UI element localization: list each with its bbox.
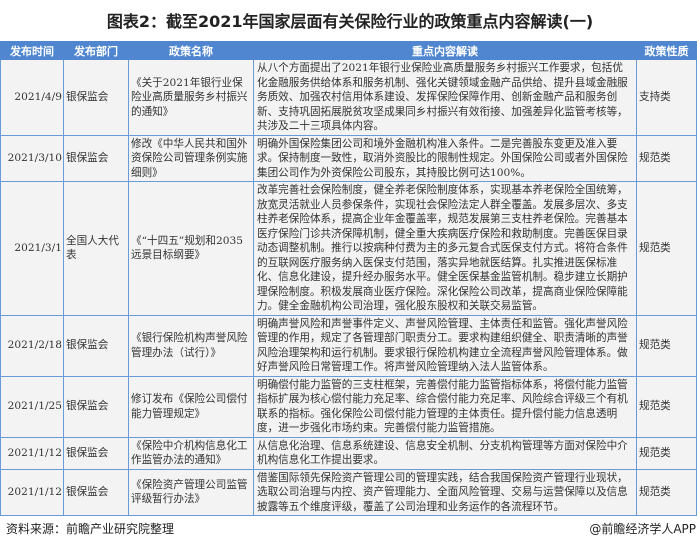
table-row: 2021/4/9 银保监会 《关于2021年银行业保险业高质量服务乡村振兴的通知》从… <box>0 59 697 136</box>
table-row: 2021/1/12 银保监会 《保险中介机构信息化工作监管办法的通知》 从信息化治理、… <box>0 436 697 470</box>
policy-type-cell: 规范类 <box>636 134 697 182</box>
header-date: 发布时间 <box>0 41 64 60</box>
table-row: 2021/3/1 全国人大代表 《“十四五”规划和2035远景目标纲要》 改革完善社会… <box>0 181 697 316</box>
table-row: 2021/2/18 银保监会 《银行保险机构声誉风险管理办法（试行）》 明确声誉风险和… <box>0 314 697 377</box>
dept-cell: 全国人大代表 <box>63 181 129 316</box>
content-cell: 从信息化治理、信息系统建设、信息安全机制、分支机构管理等方面对保险中介机构信息化… <box>253 436 637 470</box>
content-cell: 明确偿付能力监管的三支柱框架，完善偿付能力监管指标体系，将偿付能力监管指标扩展为… <box>253 375 637 438</box>
content-cell: 明确外国保险集团公司和境外金融机构准入条件。二是完善股东变更及准入要求。保持制度… <box>253 134 637 182</box>
policy-name-cell: 《关于2021年银行业保险业高质量服务乡村振兴的通知》 <box>128 59 254 136</box>
date-cell: 2021/3/1 <box>0 181 64 316</box>
table-row: 2021/3/10 银保监会 修改《中华人民共和国外资保险公司管理条例实施细则》 明确… <box>0 134 697 182</box>
content-cell: 借鉴国际领先保险资产管理公司的管理实践，结合我国保险资产管理行业现状，选取公司治… <box>253 468 637 516</box>
header-content: 重点内容解读 <box>253 41 637 60</box>
policy-name-cell: 《“十四五”规划和2035远景目标纲要》 <box>128 181 254 316</box>
header-dept: 发布部门 <box>63 41 129 60</box>
table-row: 2021/1/12 银保监会 《保险资产管理公司监管评级暂行办法》 借鉴国际领先保险资… <box>0 468 697 516</box>
date-cell: 2021/1/25 <box>0 375 64 438</box>
dept-cell: 银保监会 <box>63 134 129 182</box>
policy-table: 发布时间 发布部门 政策名称 重点内容解读 政策性质 2021/4/9 银保监会《… <box>0 41 697 516</box>
dept-cell: 银保监会 <box>63 314 129 377</box>
policy-type-cell: 规范类 <box>636 375 697 438</box>
date-cell: 2021/3/10 <box>0 134 64 182</box>
policy-name-cell: 《保险资产管理公司监管评级暂行办法》 <box>128 468 254 516</box>
date-cell: 2021/2/18 <box>0 314 64 377</box>
brand-watermark: @前瞻经济学人APP <box>589 522 696 536</box>
policy-type-cell: 规范类 <box>636 314 697 377</box>
header-name: 政策名称 <box>128 41 254 60</box>
content-cell: 改革完善社会保险制度，健全养老保险制度体系，实现基本养老保险全国统筹，放宽灵活就… <box>253 181 637 316</box>
content-cell: 明确声誉风险和声誉事件定义、声誉风险管理、主体责任和监管。强化声誉风险管理的作用… <box>253 314 637 377</box>
policy-type-cell: 规范类 <box>636 468 697 516</box>
dept-cell: 银保监会 <box>63 375 129 438</box>
policy-name-cell: 《银行保险机构声誉风险管理办法（试行）》 <box>128 314 254 377</box>
source-note: 资料来源：前瞻产业研究院整理 <box>6 522 175 536</box>
date-cell: 2021/1/12 <box>0 436 64 470</box>
policy-name-cell: 修改《中华人民共和国外资保险公司管理条例实施细则》 <box>128 134 254 182</box>
date-cell: 2021/4/9 <box>0 59 64 136</box>
dept-cell: 银保监会 <box>63 59 129 136</box>
table-header-row: 发布时间 发布部门 政策名称 重点内容解读 政策性质 <box>0 41 697 60</box>
policy-type-cell: 规范类 <box>636 181 697 316</box>
content-cell: 从八个方面提出了2021年银行业保险业高质量服务乡村振兴工作要求，包括优化金融服… <box>253 59 637 136</box>
policy-type-cell: 支持类 <box>636 59 697 136</box>
header-type: 政策性质 <box>636 41 697 60</box>
policy-name-cell: 修订发布《保险公司偿付能力管理规定》 <box>128 375 254 438</box>
page-title: 图表2：截至2021年国家层面有关保险行业的政策重点内容解读(一) <box>106 12 594 31</box>
dept-cell: 银保监会 <box>63 436 129 470</box>
dept-cell: 银保监会 <box>63 468 129 516</box>
table-row: 2021/1/25 银保监会 修订发布《保险公司偿付能力管理规定》 明确偿付能力监管的… <box>0 375 697 438</box>
policy-type-cell: 规范类 <box>636 436 697 470</box>
policy-name-cell: 《保险中介机构信息化工作监管办法的通知》 <box>128 436 254 470</box>
date-cell: 2021/1/12 <box>0 468 64 516</box>
